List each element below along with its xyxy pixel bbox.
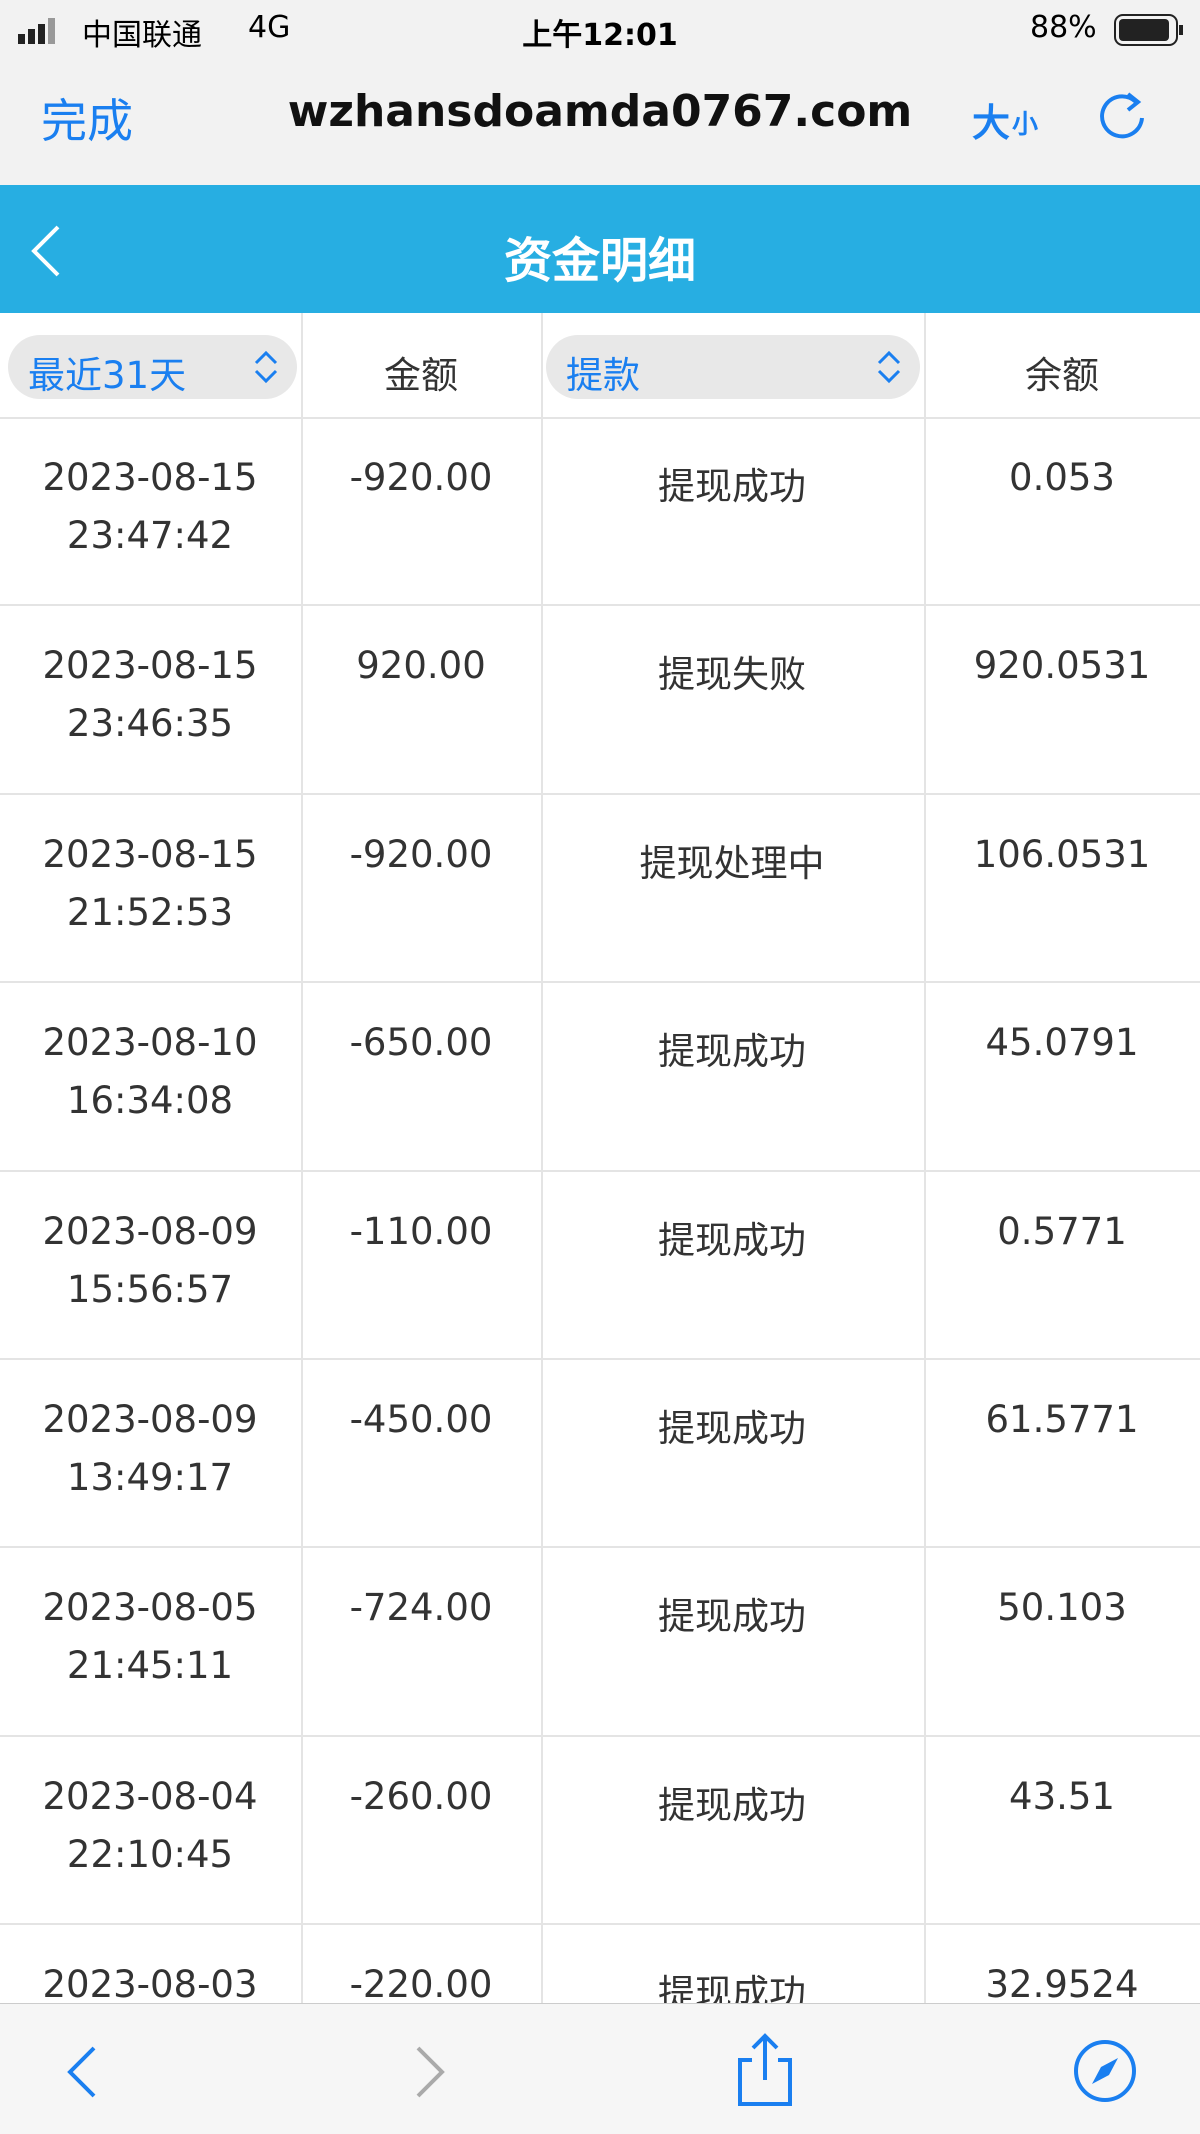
row-divider xyxy=(0,1546,1200,1549)
reload-button[interactable] xyxy=(1096,88,1150,142)
toolbar xyxy=(0,2003,1200,2134)
text-size-large[interactable]: 大 xyxy=(972,101,1011,145)
header-title: 资金明细 xyxy=(503,233,697,289)
time: 21:45:11 xyxy=(66,1644,234,1688)
status: 提现成功 xyxy=(658,1030,806,1074)
status: 提现成功 xyxy=(658,465,806,508)
clock: 上午12:01 xyxy=(522,18,678,53)
time: 23:46:35 xyxy=(66,702,234,746)
battery-icon xyxy=(1114,14,1183,46)
amount: -920.00 xyxy=(349,456,493,499)
nav-back[interactable] xyxy=(62,2044,102,2100)
share-button[interactable] xyxy=(734,2032,796,2108)
balance: 106.0531 xyxy=(973,832,1151,876)
column-divider xyxy=(541,313,543,2003)
table: 最近31天 提款 金额 余额 2023-08-15 23:47:42 -920.00 提现成功… xyxy=(0,313,1200,2003)
row-divider xyxy=(0,417,1200,419)
date: 2023-08-09 xyxy=(42,1398,258,1441)
time: 16:34:08 xyxy=(66,1079,234,1123)
row-divider xyxy=(0,604,1200,607)
balance: 50.103 xyxy=(997,1586,1127,1630)
date: 2023-08-10 xyxy=(42,1021,258,1065)
balance: 61.5771 xyxy=(985,1398,1139,1441)
status: 提现失败 xyxy=(658,653,806,697)
done-button[interactable]: 完成 xyxy=(41,94,133,148)
filter-date-label[interactable]: 最近31天 xyxy=(28,354,187,397)
status: 提现成功 xyxy=(658,1783,806,1827)
balance: 920.0531 xyxy=(973,644,1151,688)
browser-bar: 完成 wzhansdoamda0767.com 大 小 xyxy=(0,60,1200,185)
time: 21:52:53 xyxy=(66,890,234,934)
time: 22:10:45 xyxy=(66,1832,234,1876)
filter-type-label[interactable]: 提款 xyxy=(566,354,640,397)
amount: -450.00 xyxy=(349,1398,493,1441)
balance: 0.5771 xyxy=(997,1209,1127,1253)
date: 2023-08-04 xyxy=(42,1774,258,1818)
amount: -724.00 xyxy=(349,1586,493,1630)
column-divider xyxy=(924,313,926,2003)
status: 提现成功 xyxy=(658,1595,806,1639)
amount: 920.00 xyxy=(356,644,486,688)
date: 2023-08-09 xyxy=(42,1209,258,1253)
amount: -110.00 xyxy=(349,1209,493,1253)
date: 2023-08-15 xyxy=(42,644,258,688)
signal-icon xyxy=(18,18,55,44)
time: 23:47:42 xyxy=(66,514,234,557)
column-header: 余额 xyxy=(1025,354,1099,397)
amount: -920.00 xyxy=(349,832,493,876)
date: 2023-08-15 xyxy=(42,456,258,499)
amount: -650.00 xyxy=(349,1021,493,1065)
page-header: 资金明细 xyxy=(0,185,1200,313)
time: 15:56:57 xyxy=(66,1267,234,1311)
url[interactable]: wzhansdoamda0767.com xyxy=(287,86,913,137)
date: 2023-08-05 xyxy=(42,1586,258,1630)
column-header: 金额 xyxy=(384,354,458,397)
row-divider xyxy=(0,1358,1200,1360)
row-divider xyxy=(0,981,1200,984)
text-size-small[interactable]: 小 xyxy=(1012,110,1039,140)
battery-level: 88% xyxy=(1030,10,1097,45)
row-divider xyxy=(0,792,1200,795)
row-divider xyxy=(0,1923,1200,1926)
compass-button[interactable] xyxy=(1072,2038,1138,2104)
carrier: 中国联通 xyxy=(82,18,202,53)
amount: -220.00 xyxy=(349,1963,493,2003)
date: 2023-08-03 xyxy=(42,1963,258,2003)
balance: 0.053 xyxy=(1009,456,1115,499)
date: 2023-08-15 xyxy=(42,832,258,876)
filter-date[interactable] xyxy=(8,335,297,399)
balance: 43.51 xyxy=(1009,1774,1115,1818)
status: 提现成功 xyxy=(658,1972,806,2003)
status: 提现成功 xyxy=(658,1407,806,1450)
nav-forward[interactable] xyxy=(410,2044,450,2100)
balance: 45.0791 xyxy=(985,1021,1139,1065)
column-divider xyxy=(301,313,303,2003)
amount: -260.00 xyxy=(349,1774,493,1818)
status-bar: 中国联通 4G 上午12:01 88% xyxy=(0,0,1200,60)
back-button[interactable] xyxy=(26,223,66,279)
filter-type[interactable] xyxy=(546,335,920,399)
network: 4G xyxy=(248,10,291,45)
row-divider xyxy=(0,1169,1200,1172)
time: 13:49:17 xyxy=(66,1456,234,1499)
row-divider xyxy=(0,1734,1200,1737)
balance: 32.9524 xyxy=(985,1963,1139,2003)
status: 提现成功 xyxy=(658,1218,806,1262)
status: 提现处理中 xyxy=(639,841,825,885)
